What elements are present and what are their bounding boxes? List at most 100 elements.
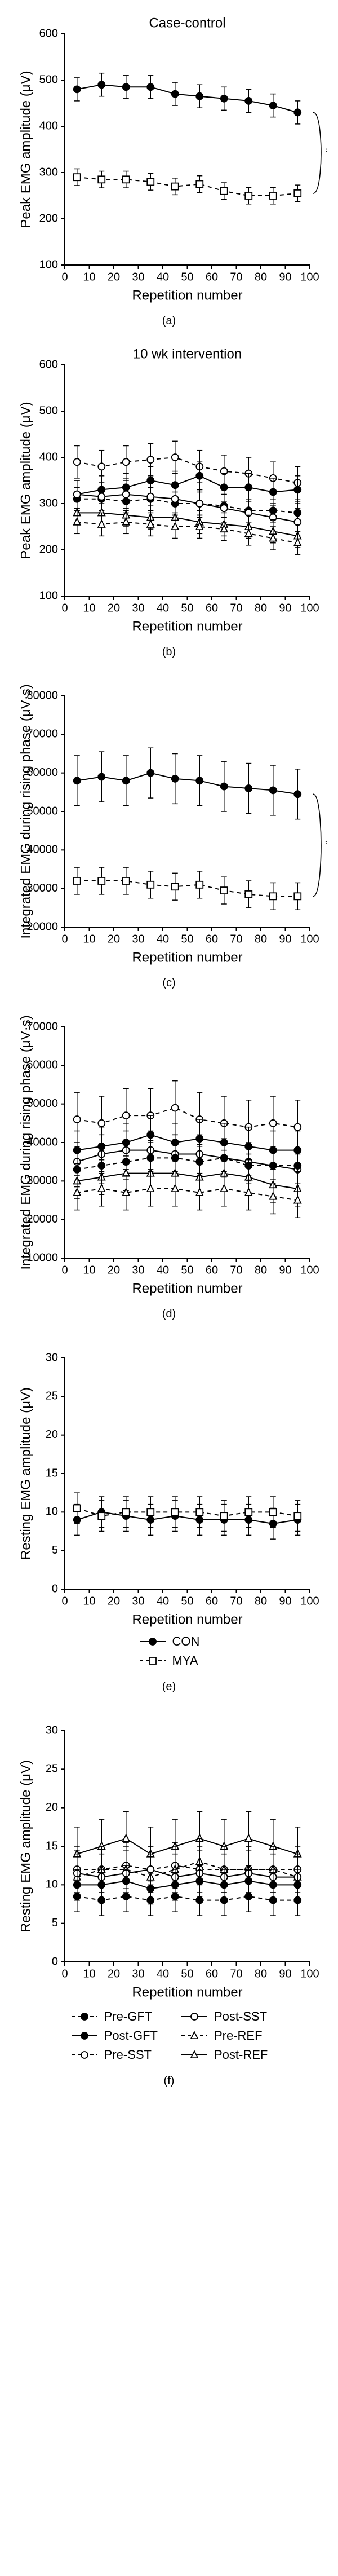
y-axis-label: Integrated EMG during rising phase (μV·s… [18,1015,33,1269]
significance-marker: * [325,144,327,160]
svg-text:30: 30 [46,1724,58,1736]
svg-text:30: 30 [132,1264,144,1276]
legend-label: Pre-REF [214,2028,263,2043]
svg-text:90: 90 [279,602,291,614]
svg-text:200: 200 [39,212,58,224]
svg-text:70: 70 [230,271,242,283]
significance-marker: * [325,837,327,852]
subfigure-label: (c) [162,977,175,990]
svg-text:10: 10 [83,602,95,614]
y-axis-label: Integrated EMG during rising phase (μV·s… [18,684,33,938]
legend-item: Pre-REF [180,2028,268,2043]
svg-text:20: 20 [108,1968,120,1980]
svg-text:70: 70 [230,933,242,945]
chart-d: 1000020000300004000050000600007000001020… [11,1004,327,1298]
y-axis-label: Resting EMG amplitude (μV) [18,1760,33,1933]
svg-text:10: 10 [46,1878,58,1891]
svg-text:40: 40 [157,933,169,945]
svg-text:600: 600 [39,358,58,370]
svg-text:30: 30 [132,1595,144,1607]
svg-text:80: 80 [255,271,267,283]
legend-item: CON [139,1634,200,1649]
svg-text:0: 0 [61,933,68,945]
legend-label: Post-SST [214,2009,267,2024]
chart-b: 1002003004005006000102030405060708090100… [11,342,327,636]
svg-text:80: 80 [255,933,267,945]
svg-text:60: 60 [206,1595,218,1607]
y-axis-label: Peak EMG amplitude (μV) [18,402,33,559]
legend-label: CON [172,1634,200,1649]
legend-item: Pre-SST [70,2048,158,2062]
svg-text:90: 90 [279,1968,291,1980]
legend-item: MYA [139,1653,200,1668]
svg-text:90: 90 [279,271,291,283]
svg-text:80: 80 [255,602,267,614]
svg-text:0: 0 [61,271,68,283]
svg-text:20: 20 [108,933,120,945]
chart-title: 10 wk intervention [133,346,242,361]
svg-text:30: 30 [46,1351,58,1364]
svg-text:20: 20 [108,271,120,283]
x-axis-label: Repetition number [132,1984,242,2000]
svg-text:40: 40 [157,1264,169,1276]
svg-text:20: 20 [46,1801,58,1814]
subfigure-label: (d) [162,1308,176,1321]
legend-item: Post-REF [180,2048,268,2062]
svg-text:100: 100 [300,933,319,945]
svg-text:0: 0 [52,1582,58,1595]
svg-text:5: 5 [52,1544,58,1556]
svg-text:30: 30 [132,271,144,283]
svg-text:100: 100 [300,602,319,614]
svg-text:0: 0 [52,1955,58,1968]
svg-text:60: 60 [206,271,218,283]
svg-text:0: 0 [61,1264,68,1276]
x-axis-label: Repetition number [132,619,242,634]
x-axis-label: Repetition number [132,950,242,965]
svg-text:60: 60 [206,602,218,614]
svg-text:20: 20 [108,1264,120,1276]
svg-text:10: 10 [83,271,95,283]
svg-text:600: 600 [39,27,58,39]
svg-text:70: 70 [230,1595,242,1607]
svg-text:20: 20 [108,1595,120,1607]
legend-item: Post-GFT [70,2028,158,2043]
svg-text:40: 40 [157,1595,169,1607]
svg-text:30: 30 [132,602,144,614]
svg-text:40: 40 [157,1968,169,1980]
legend-label: MYA [172,1653,198,1668]
svg-text:300: 300 [39,497,58,509]
svg-text:100: 100 [300,271,319,283]
svg-text:100: 100 [39,589,58,602]
y-axis-label: Peak EMG amplitude (μV) [18,70,33,228]
svg-text:70: 70 [230,602,242,614]
svg-text:60: 60 [206,1264,218,1276]
legend-case-control: CON MYA [139,1634,200,1668]
svg-text:50: 50 [181,271,193,283]
svg-text:20: 20 [108,602,120,614]
x-axis-label: Repetition number [132,1612,242,1627]
legend-label: Pre-GFT [104,2009,153,2024]
svg-text:10: 10 [83,1264,95,1276]
svg-text:100: 100 [300,1264,319,1276]
svg-text:30: 30 [132,933,144,945]
subfigure-label: (b) [162,646,176,659]
svg-text:70: 70 [230,1968,242,1980]
svg-text:0: 0 [61,602,68,614]
svg-text:10: 10 [46,1506,58,1518]
subfigure-label: (e) [162,1680,176,1693]
svg-text:80: 80 [255,1968,267,1980]
svg-text:50: 50 [181,602,193,614]
subfigure-label: (f) [164,2075,175,2088]
svg-text:90: 90 [279,1264,291,1276]
svg-text:500: 500 [39,404,58,417]
svg-text:400: 400 [39,120,58,132]
svg-text:25: 25 [46,1763,58,1775]
svg-text:0: 0 [61,1968,68,1980]
svg-text:90: 90 [279,933,291,945]
legend-item: Post-SST [180,2009,268,2024]
legend-label: Post-REF [214,2048,268,2062]
x-axis-label: Repetition number [132,1281,242,1296]
svg-text:70: 70 [230,1264,242,1276]
svg-text:100: 100 [300,1595,319,1607]
svg-text:30: 30 [132,1968,144,1980]
